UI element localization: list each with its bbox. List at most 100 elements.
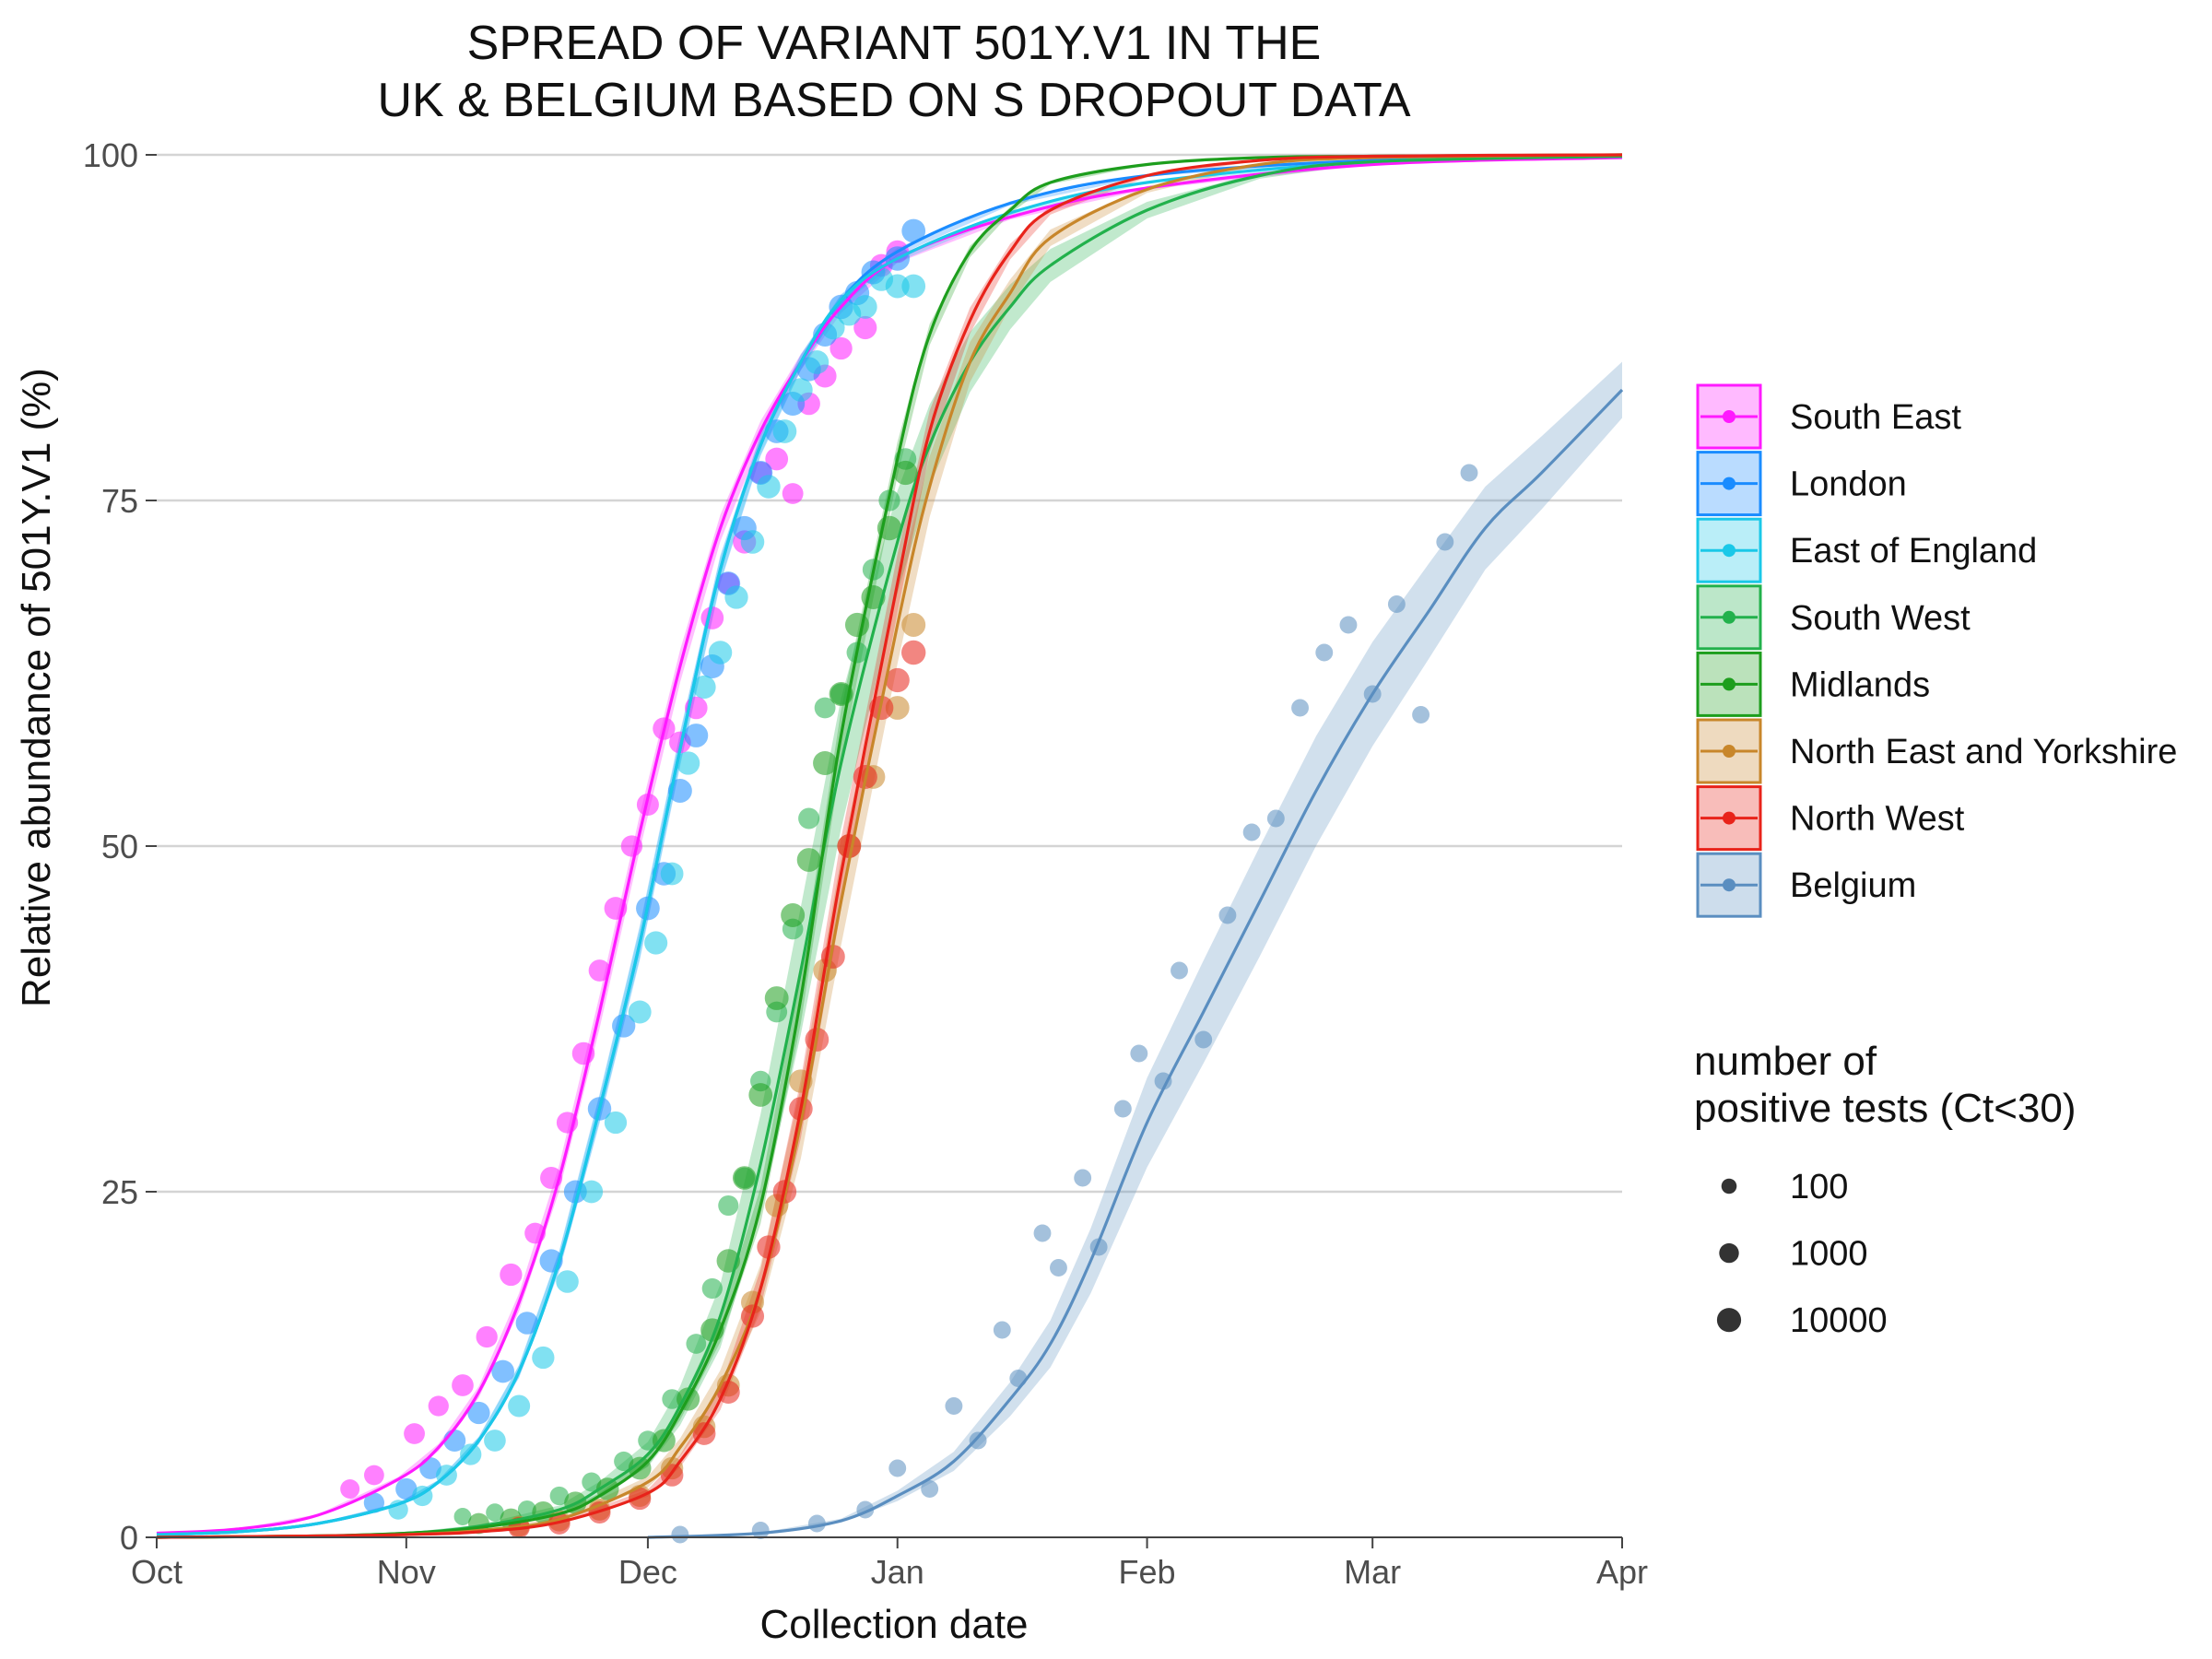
point-east-of-england (789, 378, 813, 402)
point-london (395, 1477, 418, 1500)
x-tick-label-feb: Feb (1119, 1553, 1176, 1591)
point-belgium (1033, 1224, 1052, 1242)
point-south-east (700, 606, 724, 629)
point-east-of-england (628, 1000, 652, 1024)
legend-swatch-dot (1723, 610, 1735, 624)
point-belgium (1315, 643, 1334, 662)
legend-label-south-east: South East (1790, 398, 1961, 437)
legend-item-belgium: Belgium (1696, 852, 1916, 918)
legend-swatch-dot (1723, 410, 1735, 423)
point-east-of-england (901, 274, 926, 299)
size-legend: number of positive tests (Ct<30) 100 1000… (1694, 1039, 2077, 1340)
point-north-east-and-yorkshire (901, 613, 926, 637)
point-south-east (404, 1423, 425, 1444)
size-legend-item-1000: 1000 (1719, 1235, 1868, 1274)
point-east-of-england (532, 1346, 555, 1370)
size-legend-title-line-1: number of (1694, 1039, 1877, 1084)
point-east-of-england (740, 530, 765, 554)
point-belgium (1009, 1370, 1028, 1387)
legend-item-south-east: South East (1696, 383, 1961, 450)
point-south-west (582, 1472, 602, 1492)
color-legend: South East London East of England South Wes… (1696, 383, 2177, 918)
size-legend-label-100: 100 (1790, 1168, 1848, 1206)
point-belgium (921, 1480, 939, 1498)
point-south-east (588, 959, 611, 982)
legend-swatch-dot (1723, 677, 1735, 691)
point-london (467, 1401, 490, 1425)
point-south-west (486, 1503, 504, 1522)
legend-label-belgium: Belgium (1790, 866, 1916, 905)
point-london (684, 724, 709, 747)
legend-swatch-dot (1723, 544, 1735, 558)
point-north-west (692, 1422, 716, 1445)
point-midlands (764, 986, 789, 1010)
point-east-of-england (772, 419, 797, 443)
point-east-of-england (580, 1180, 604, 1204)
chart-title-line-2: UK & BELGIUM BASED ON S DROPOUT DATA (377, 74, 1410, 127)
curve-belgium (647, 388, 1624, 1539)
point-south-west (662, 1389, 682, 1409)
point-belgium (1113, 1100, 1132, 1118)
chart-title: SPREAD OF VARIANT 501Y.V1 IN THE UK & BE… (377, 17, 1410, 127)
point-south-east (765, 447, 789, 471)
legend-swatch-dot (1723, 878, 1735, 892)
point-east-of-england (724, 585, 748, 609)
point-south-east (782, 483, 804, 504)
curve-east-of-england (156, 154, 1623, 1536)
legend-swatch-dot (1723, 477, 1735, 490)
point-belgium (671, 1525, 689, 1544)
point-north-west (716, 1381, 740, 1404)
point-belgium (1387, 595, 1406, 613)
point-midlands (748, 1083, 773, 1107)
point-belgium (1130, 1044, 1148, 1063)
y-tick-label-25: 25 (101, 1173, 138, 1211)
axes: 0 25 50 75 100 Oct Nov Dec Jan Feb Mar Apr (83, 136, 1648, 1591)
point-east-of-england (757, 475, 781, 499)
point-south-west (718, 1194, 739, 1217)
point-east-of-england (805, 350, 830, 374)
point-south-west (701, 1277, 723, 1300)
size-legend-label-1000: 1000 (1790, 1235, 1868, 1274)
legend-item-north-west: North West (1696, 785, 1965, 852)
point-belgium (993, 1321, 1011, 1339)
y-tick-label-50: 50 (101, 828, 138, 865)
point-belgium (1266, 809, 1285, 828)
point-london (901, 218, 926, 243)
curve-north-east-and-yorkshire (156, 153, 1623, 1539)
point-south-east (428, 1395, 449, 1417)
size-legend-label-10000: 10000 (1790, 1301, 1888, 1340)
point-south-east (476, 1325, 498, 1348)
legend-label-north-west: North West (1790, 800, 1965, 839)
confidence-bands (157, 155, 1622, 1537)
x-axis-label: Collection date (759, 1602, 1028, 1647)
point-belgium (1436, 533, 1454, 551)
point-midlands (796, 848, 821, 872)
point-east-of-england (484, 1430, 506, 1452)
point-south-west (549, 1486, 569, 1506)
size-legend-item-100: 100 (1721, 1168, 1848, 1206)
legend-label-north-east-and-yorkshire: North East and Yorkshire (1790, 733, 2177, 771)
point-south-east (853, 315, 877, 340)
legend-item-london: London (1696, 451, 1907, 517)
point-north-west (837, 834, 862, 858)
legend-label-south-west: South West (1790, 599, 1971, 638)
size-legend-dot-10000 (1716, 1308, 1742, 1333)
size-legend-item-10000: 10000 (1716, 1301, 1888, 1340)
point-east-of-england (556, 1270, 579, 1293)
legend-item-east-of-england: East of England (1696, 517, 2037, 583)
point-south-east (363, 1465, 384, 1486)
point-belgium (1194, 1030, 1213, 1049)
point-south-west (453, 1508, 472, 1525)
size-legend-dot-100 (1721, 1178, 1737, 1194)
x-tick-label-mar: Mar (1344, 1553, 1401, 1591)
point-south-east (830, 336, 853, 360)
point-east-of-england (460, 1443, 482, 1465)
point-london (363, 1492, 385, 1513)
point-east-of-england (644, 931, 668, 955)
point-south-east (340, 1479, 360, 1499)
size-legend-dot-1000 (1719, 1242, 1739, 1264)
point-belgium (1154, 1072, 1172, 1090)
point-belgium (969, 1431, 987, 1450)
point-south-east (500, 1263, 523, 1287)
point-east-of-england (853, 295, 877, 319)
